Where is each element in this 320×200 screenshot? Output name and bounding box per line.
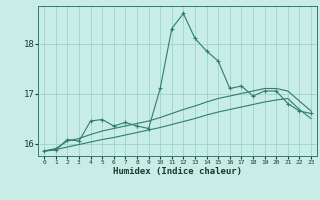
X-axis label: Humidex (Indice chaleur): Humidex (Indice chaleur) bbox=[113, 167, 242, 176]
